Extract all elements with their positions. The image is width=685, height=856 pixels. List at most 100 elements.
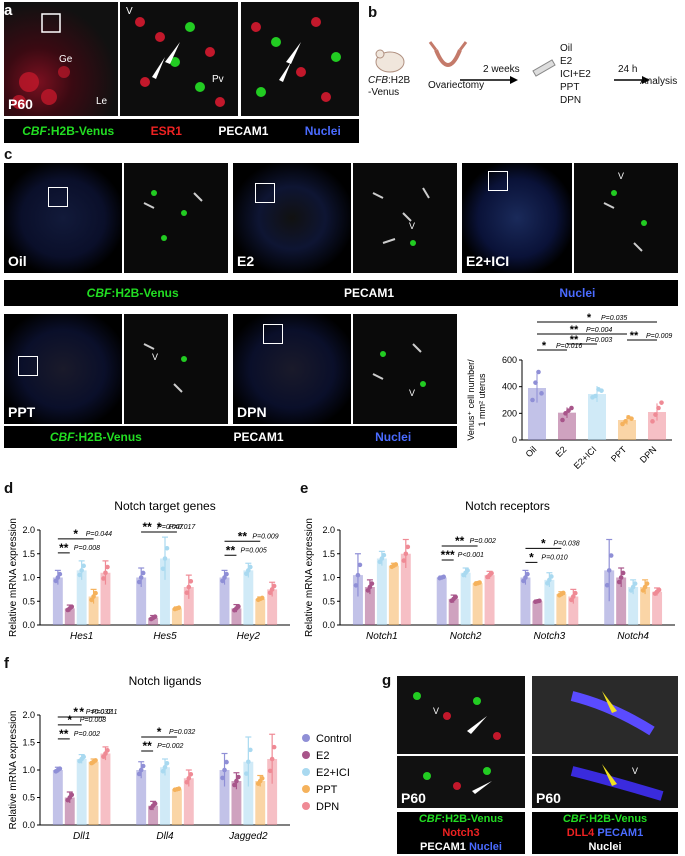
data-point xyxy=(545,580,550,586)
data-point xyxy=(176,786,182,792)
ppt-zoom: V xyxy=(124,314,228,424)
sig-stars: ** xyxy=(630,330,639,342)
bar xyxy=(231,781,242,825)
wait-label: 2 weeks xyxy=(483,64,520,75)
p-value: P=0.007 xyxy=(157,524,184,531)
bar xyxy=(588,394,606,440)
data-point xyxy=(369,581,375,586)
data-point xyxy=(246,568,251,573)
data-point xyxy=(599,388,604,393)
legend-label: E2+ICI xyxy=(316,767,350,779)
data-point xyxy=(569,597,574,603)
data-point xyxy=(220,775,225,781)
zoom-2-cells-art xyxy=(251,17,341,102)
data-point xyxy=(184,779,190,785)
data-point xyxy=(186,584,192,590)
legend-a-nuclei: Nuclei xyxy=(304,124,341,138)
data-point xyxy=(162,556,168,561)
chart-title: Notch target genes xyxy=(114,499,215,513)
ppt-v-label: V xyxy=(152,352,159,362)
category-label: Notch1 xyxy=(366,631,398,642)
category-label: Dll4 xyxy=(156,831,174,842)
bar xyxy=(352,575,363,625)
data-point xyxy=(620,421,625,427)
data-point xyxy=(523,575,528,580)
panel-a-legend-bar: CBF:H2B-Venus ESR1 PECAM1 Nuclei xyxy=(4,119,359,143)
data-point xyxy=(560,417,565,423)
bar xyxy=(648,412,666,440)
data-point xyxy=(105,748,110,753)
group-legend: Control E2 E2+ICI PPT DPN xyxy=(302,733,351,813)
ovariectomy-label: Ovariectomy xyxy=(428,80,485,91)
p-value: P=0.032 xyxy=(86,709,112,716)
bar xyxy=(255,781,266,825)
data-point xyxy=(267,768,273,774)
data-point xyxy=(367,584,373,590)
category-label: Jagged2 xyxy=(228,831,268,842)
data-point xyxy=(160,768,166,774)
bar xyxy=(52,770,63,825)
panel-c-letter: c xyxy=(4,146,13,163)
p-value: P=0.011 xyxy=(92,709,118,716)
data-point xyxy=(248,564,253,570)
sig-stars: * xyxy=(157,520,162,534)
data-point xyxy=(105,564,110,570)
bar xyxy=(544,579,555,625)
data-point xyxy=(477,580,482,585)
bar xyxy=(160,558,170,625)
bar xyxy=(376,558,387,625)
y-tick-label: 2.0 xyxy=(22,710,35,720)
overview-tissue-art xyxy=(12,13,70,109)
oil-overview: Oil xyxy=(4,163,122,273)
y-tick-label: 1.0 xyxy=(22,573,35,583)
p-value: P=0.003 xyxy=(586,337,612,344)
oil-label: Oil xyxy=(8,253,27,269)
e2ici-v-label: V xyxy=(618,171,625,181)
legend-c2-pecam1: PECAM1 xyxy=(233,430,284,444)
treatment-list: Oil E2 ICI+E2 PPT DPN xyxy=(560,43,591,106)
y-tick-label: 1.5 xyxy=(22,549,35,559)
g-v-label-2: V xyxy=(632,766,639,776)
data-point xyxy=(393,562,399,567)
data-point xyxy=(656,587,662,593)
legend-a-venus: CBF:H2B-Venus xyxy=(22,124,115,138)
data-point xyxy=(269,587,275,592)
panel-d-letter: d xyxy=(4,480,14,497)
data-point xyxy=(536,369,541,375)
bar xyxy=(76,570,87,625)
bar xyxy=(436,577,447,625)
y-tick-label: 0.5 xyxy=(22,596,35,606)
bar xyxy=(388,565,399,625)
data-point xyxy=(77,572,82,578)
sig-stars: * xyxy=(529,550,534,564)
data-point xyxy=(267,590,273,596)
data-point xyxy=(220,578,225,584)
panel-b-schematic xyxy=(375,41,650,84)
data-point xyxy=(176,605,182,610)
bar xyxy=(267,589,278,625)
category-label: Hes5 xyxy=(153,631,177,642)
data-point xyxy=(81,754,86,760)
bar xyxy=(52,577,63,625)
sig-stars: ** xyxy=(142,739,152,753)
bar xyxy=(364,587,375,625)
g-v-label-1: V xyxy=(433,706,440,716)
category-label: Dll1 xyxy=(73,831,90,842)
y-tick-label: 0.0 xyxy=(22,820,35,830)
p-value: P=0.017 xyxy=(169,524,196,531)
e2ici-zoom: V xyxy=(574,163,678,273)
data-point xyxy=(248,747,253,753)
data-point xyxy=(644,581,650,586)
e2-label: E2 xyxy=(237,253,255,269)
data-point xyxy=(401,558,407,563)
dpn-label: DPN xyxy=(237,404,267,420)
analysis-label: Analysis xyxy=(640,76,678,87)
sig-stars: * xyxy=(73,705,78,719)
data-point xyxy=(357,562,363,568)
bar xyxy=(484,575,495,625)
data-point xyxy=(489,571,494,576)
data-point xyxy=(616,579,622,585)
y-tick-label: 0 xyxy=(512,435,517,445)
data-point xyxy=(89,597,94,603)
data-point xyxy=(630,584,636,590)
